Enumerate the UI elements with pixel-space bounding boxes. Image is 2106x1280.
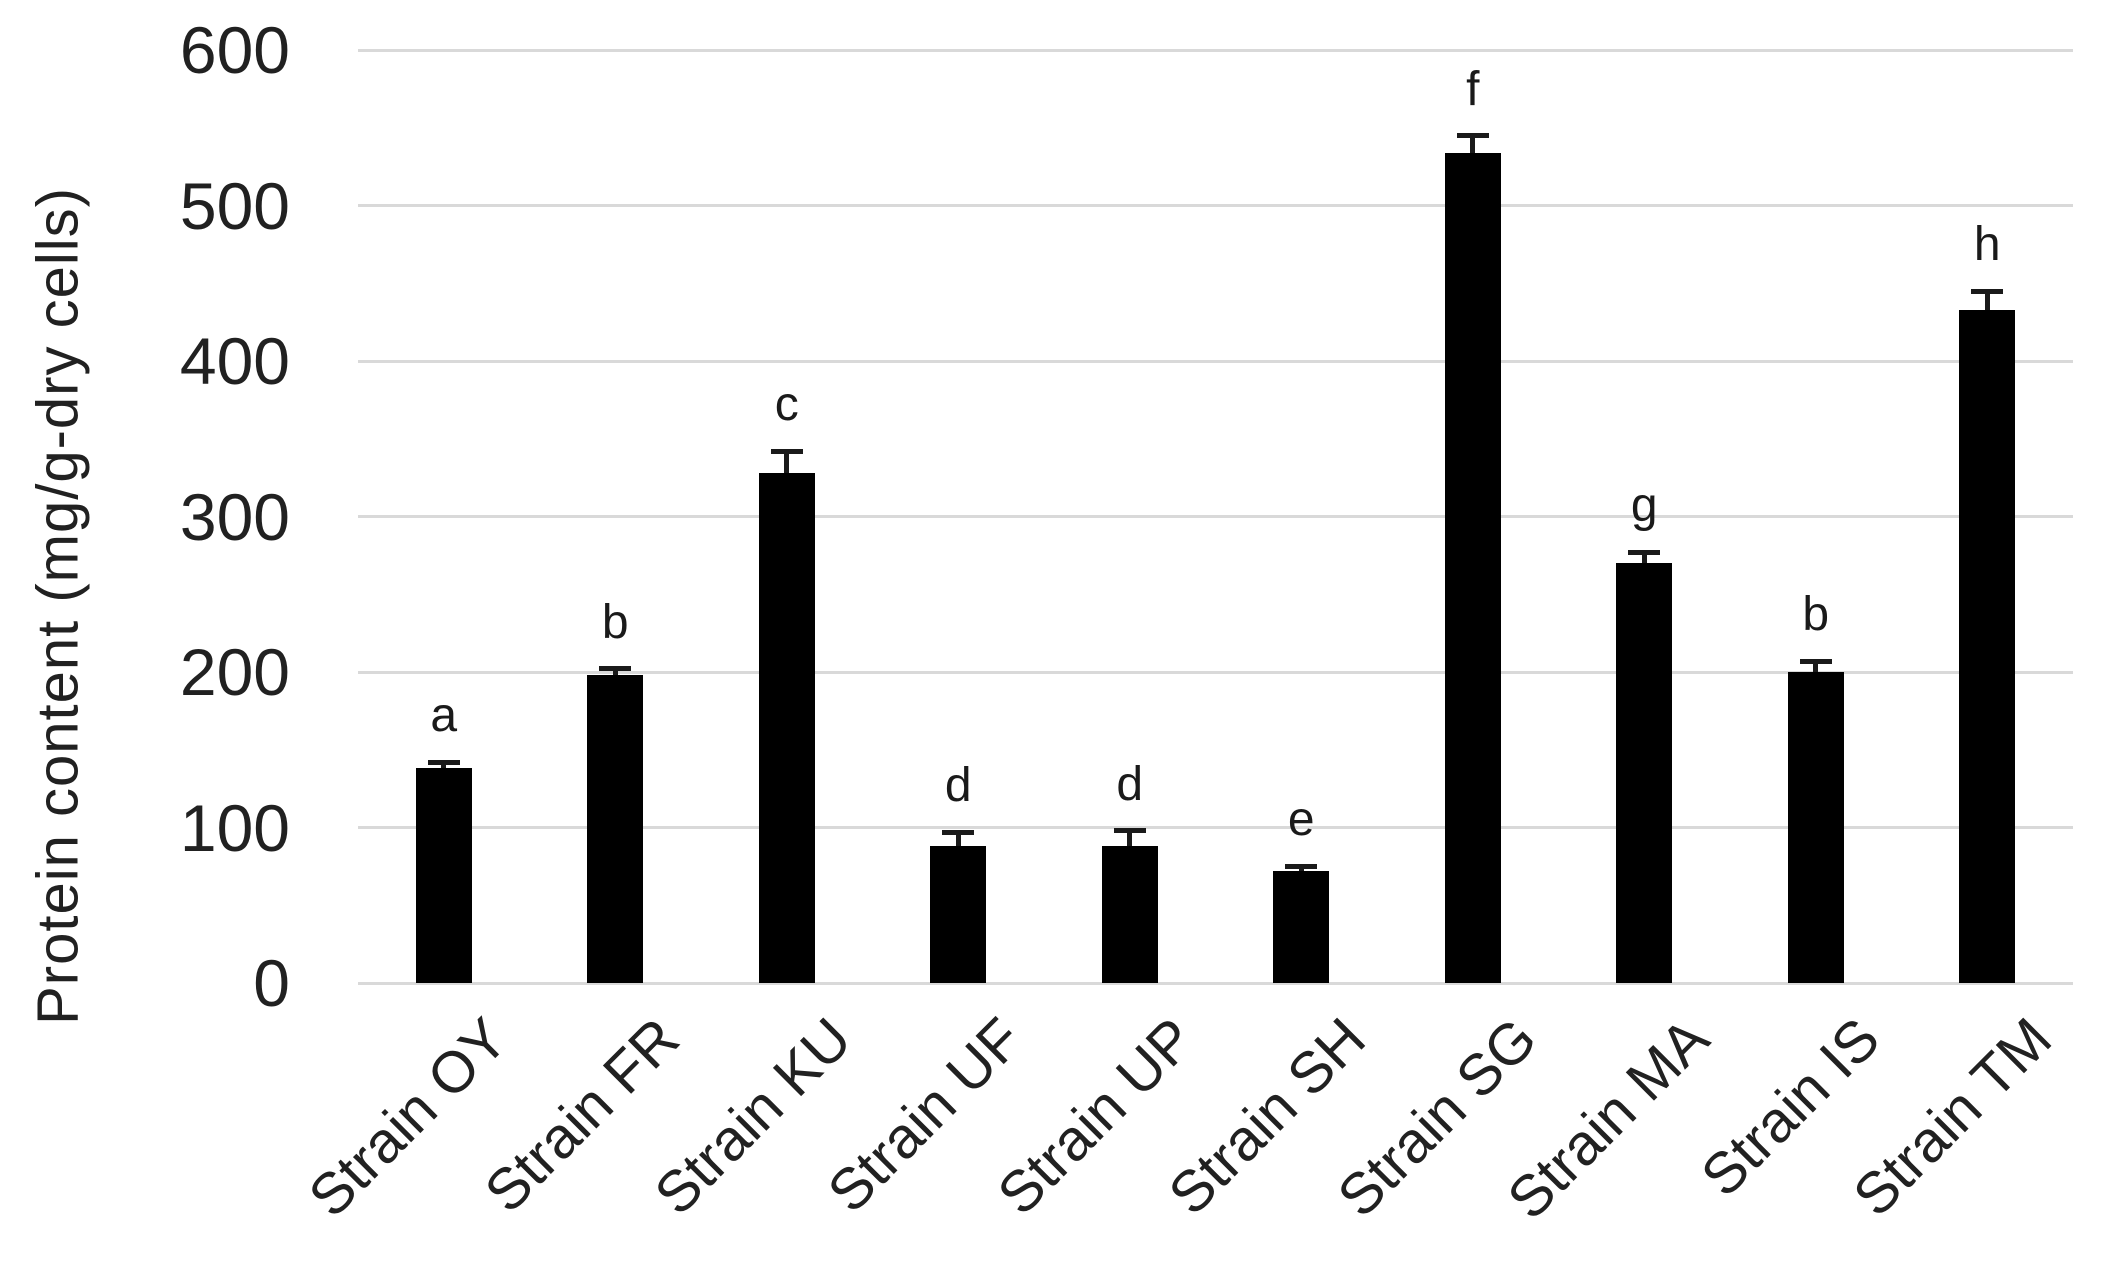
error-bar-whisker — [1470, 135, 1476, 153]
y-tick-label: 200 — [179, 635, 290, 709]
bar — [758, 472, 815, 983]
error-bar-cap — [1113, 828, 1146, 834]
bar — [1101, 846, 1158, 983]
bar — [930, 846, 987, 983]
sig-letter: g — [1630, 479, 1658, 533]
y-tick-label: 0 — [253, 946, 290, 1020]
gridline-500 — [358, 204, 2073, 207]
sig-letter: b — [601, 595, 629, 649]
bar — [415, 768, 472, 983]
error-bar-cap — [770, 448, 803, 454]
x-tick-label: Strain OY — [296, 1005, 521, 1230]
error-bar-cap — [1971, 288, 2004, 294]
sig-letter: d — [1116, 757, 1144, 811]
y-tick-label: 100 — [179, 790, 290, 865]
sig-letter: f — [1466, 62, 1480, 116]
gridline-600 — [358, 48, 2073, 52]
error-bar-cap — [1628, 549, 1661, 555]
error-bar-whisker — [612, 668, 618, 676]
sig-letter: c — [774, 378, 799, 432]
sig-letter: e — [1287, 793, 1315, 847]
bar — [1444, 152, 1501, 983]
error-bar-whisker — [784, 451, 790, 473]
bar — [1959, 309, 2016, 983]
gridline-300 — [358, 515, 2073, 518]
sig-letter: b — [1802, 588, 1830, 642]
gridline-100 — [358, 826, 2073, 829]
error-bar-cap — [942, 829, 975, 835]
error-bar-whisker — [955, 832, 961, 847]
bar — [1787, 672, 1844, 983]
error-bar-whisker — [441, 762, 447, 769]
error-bar-whisker — [1127, 830, 1133, 847]
y-tick-label: 400 — [179, 324, 290, 398]
y-axis-title: Protein content (mg/g-dry cells) — [25, 187, 91, 1025]
error-bar-whisker — [1984, 291, 1990, 310]
bar — [1273, 871, 1330, 983]
error-bar-cap — [599, 666, 632, 672]
error-bar-cap — [427, 759, 460, 765]
error-bar-cap — [1285, 863, 1318, 869]
bar — [1616, 563, 1673, 983]
plot-area: a b c d d e f g b h — [358, 48, 2073, 985]
error-bar-cap — [1799, 658, 1832, 664]
error-bar-whisker — [1641, 552, 1647, 564]
gridline-200 — [358, 670, 2073, 674]
y-tick-label: 300 — [179, 479, 290, 554]
gridline-0 — [358, 981, 2073, 985]
gridline-400 — [358, 359, 2073, 363]
y-tick-label: 600 — [179, 13, 290, 87]
y-tick-label: 500 — [179, 168, 290, 243]
bar — [587, 675, 644, 983]
error-bar-cap — [1456, 133, 1489, 139]
sig-letter: a — [430, 689, 458, 743]
sig-letter: h — [1973, 218, 2001, 272]
sig-letter: d — [944, 759, 972, 813]
error-bar-whisker — [1813, 661, 1819, 672]
